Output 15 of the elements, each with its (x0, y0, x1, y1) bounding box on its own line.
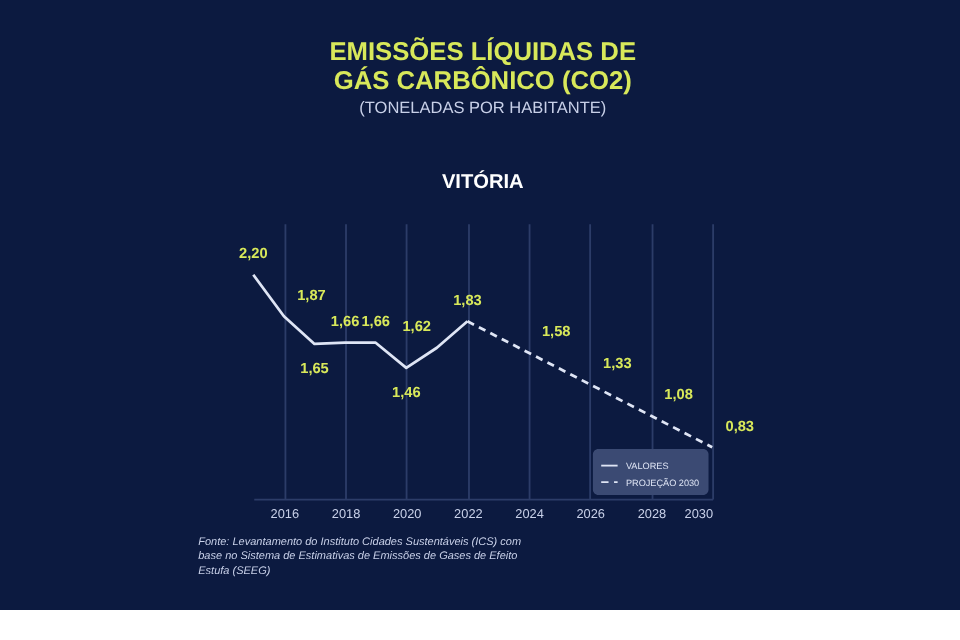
data-label: 0,83 (725, 416, 754, 435)
data-label: 1,65 (300, 359, 329, 378)
data-label: 1,87 (297, 285, 326, 304)
data-label: 1,66 (361, 312, 390, 331)
data-label: 1,83 (453, 290, 482, 309)
chart-title: EMISSÕES LÍQUIDAS DE GÁS CARBÔNICO (CO2) (329, 35, 637, 96)
data-label: 1,33 (603, 353, 632, 372)
data-label: 1,08 (664, 385, 693, 404)
data-label: 1,58 (541, 322, 571, 341)
data-label: 2,20 (239, 244, 268, 263)
data-label: 1,46 (392, 383, 421, 402)
text: VITÓRIA (441, 170, 526, 195)
chart-subtitle: (TONELADAS POR HABITANTE) (359, 99, 607, 118)
data-label: 1,62 (402, 317, 431, 336)
data-label: 1,66 (330, 312, 360, 331)
